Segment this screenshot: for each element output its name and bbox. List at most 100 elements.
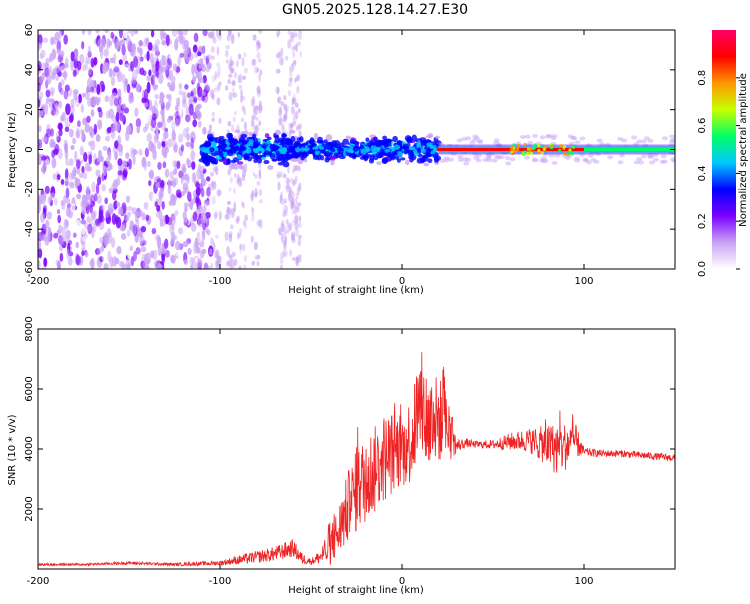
faint-column-cell bbox=[290, 105, 295, 115]
signal-band-cell bbox=[269, 153, 276, 160]
spectrogram-y-tick-label: 20 bbox=[24, 103, 35, 116]
faint-column-cell bbox=[226, 34, 231, 42]
noise-cell bbox=[96, 156, 102, 163]
faint-column-cell bbox=[294, 214, 299, 224]
noise-cell bbox=[90, 194, 95, 205]
noise-cell bbox=[160, 108, 165, 116]
noise-cell bbox=[109, 67, 113, 78]
noise-cell bbox=[53, 232, 59, 239]
signal-band-cell bbox=[365, 137, 370, 143]
faint-column-cell bbox=[298, 30, 302, 34]
noise-cell bbox=[169, 30, 173, 37]
snr-panel: -200 -100 0 100 2000 4000 6000 8000 Height of … bbox=[7, 316, 676, 596]
noise-cell bbox=[141, 156, 147, 168]
faint-column-cell bbox=[282, 174, 287, 179]
noise-cell bbox=[41, 72, 45, 82]
noise-cell bbox=[104, 95, 109, 103]
signal-band-cell bbox=[280, 157, 286, 164]
spectrogram-x-axis-label: Height of straight line (km) bbox=[288, 285, 424, 296]
faint-column-cell bbox=[240, 94, 243, 104]
signal-band-cell bbox=[222, 159, 227, 165]
noise-cell bbox=[140, 260, 145, 269]
signal-band-cell bbox=[229, 149, 236, 154]
noise-cell bbox=[146, 75, 152, 82]
noise-cell bbox=[89, 203, 93, 214]
faint-column-cell bbox=[297, 30, 303, 41]
noise-cell bbox=[201, 113, 208, 122]
noise-cell bbox=[58, 30, 63, 39]
signal-band-cell bbox=[366, 142, 373, 147]
signal-halo-cell bbox=[550, 136, 557, 141]
noise-cell bbox=[64, 84, 70, 92]
noise-cell bbox=[99, 256, 104, 263]
faint-column-cell bbox=[211, 30, 215, 40]
noise-cell bbox=[127, 30, 132, 34]
noise-cell bbox=[86, 216, 91, 223]
signal-band-cell bbox=[381, 157, 389, 164]
signal-band-cell bbox=[233, 139, 238, 146]
noise-cell bbox=[72, 166, 77, 177]
noise-cell bbox=[117, 170, 123, 176]
snr-series-line bbox=[38, 352, 675, 567]
noise-cell bbox=[90, 211, 96, 221]
noise-cell bbox=[87, 67, 92, 76]
signal-band-cell bbox=[291, 148, 296, 154]
faint-column-cell bbox=[226, 260, 230, 268]
faint-column-cell bbox=[295, 110, 299, 120]
faint-column-cell bbox=[241, 57, 245, 67]
noise-cell bbox=[168, 84, 175, 92]
noise-cell bbox=[51, 149, 56, 159]
noise-cell bbox=[145, 258, 150, 265]
signal-band-cell bbox=[420, 158, 425, 163]
faint-column-cell bbox=[289, 196, 294, 204]
signal-band-cell bbox=[314, 150, 320, 156]
noise-cell bbox=[40, 233, 47, 242]
faint-column-cell bbox=[228, 187, 232, 192]
faint-column-cell bbox=[212, 166, 218, 173]
signal-band-cell bbox=[375, 142, 381, 148]
noise-cell bbox=[130, 255, 135, 267]
signal-band-cell bbox=[361, 154, 368, 159]
signal-band-cell bbox=[423, 162, 430, 167]
faint-column-cell bbox=[276, 87, 280, 95]
noise-cell bbox=[115, 214, 119, 224]
faint-column-cell bbox=[233, 173, 237, 178]
noise-cell bbox=[144, 265, 150, 269]
signal-band-cell bbox=[255, 147, 260, 154]
faint-column-cell bbox=[228, 62, 233, 71]
faint-column-cell bbox=[282, 246, 287, 257]
noise-cell bbox=[155, 182, 160, 188]
signal-halo-cell bbox=[504, 156, 511, 160]
faint-column-cell bbox=[284, 250, 288, 258]
faint-column-cell bbox=[251, 214, 255, 222]
snr-x-axis-label: Height of straight line (km) bbox=[288, 585, 424, 596]
noise-cell bbox=[100, 245, 105, 252]
signal-band-cell bbox=[342, 138, 349, 145]
noise-cell bbox=[148, 69, 152, 77]
noise-cell bbox=[143, 88, 149, 101]
noise-cell bbox=[45, 89, 51, 98]
signal-halo-cell bbox=[491, 158, 498, 163]
noise-cell bbox=[158, 190, 163, 199]
noise-cell bbox=[171, 213, 177, 226]
noise-cell bbox=[38, 202, 41, 214]
noise-cell bbox=[110, 31, 114, 39]
faint-column-cell bbox=[283, 209, 288, 217]
faint-column-cell bbox=[218, 33, 222, 38]
noise-cell bbox=[192, 44, 198, 53]
signal-band-cell bbox=[381, 139, 389, 145]
colorbar-tick-label: 0.2 bbox=[697, 213, 708, 229]
noise-cell bbox=[77, 60, 82, 71]
noise-cell bbox=[182, 182, 189, 191]
noise-cell bbox=[100, 189, 104, 197]
noise-cell bbox=[56, 209, 61, 215]
noise-cell bbox=[121, 44, 126, 56]
noise-cell bbox=[136, 125, 140, 134]
noise-cell bbox=[156, 236, 162, 249]
signal-band-cell bbox=[421, 154, 428, 160]
faint-column-cell bbox=[243, 254, 248, 263]
signal-band-cell bbox=[251, 152, 257, 160]
faint-column-cell bbox=[293, 93, 296, 103]
faint-column-cell bbox=[216, 30, 219, 38]
signal-band-cell bbox=[253, 141, 261, 146]
